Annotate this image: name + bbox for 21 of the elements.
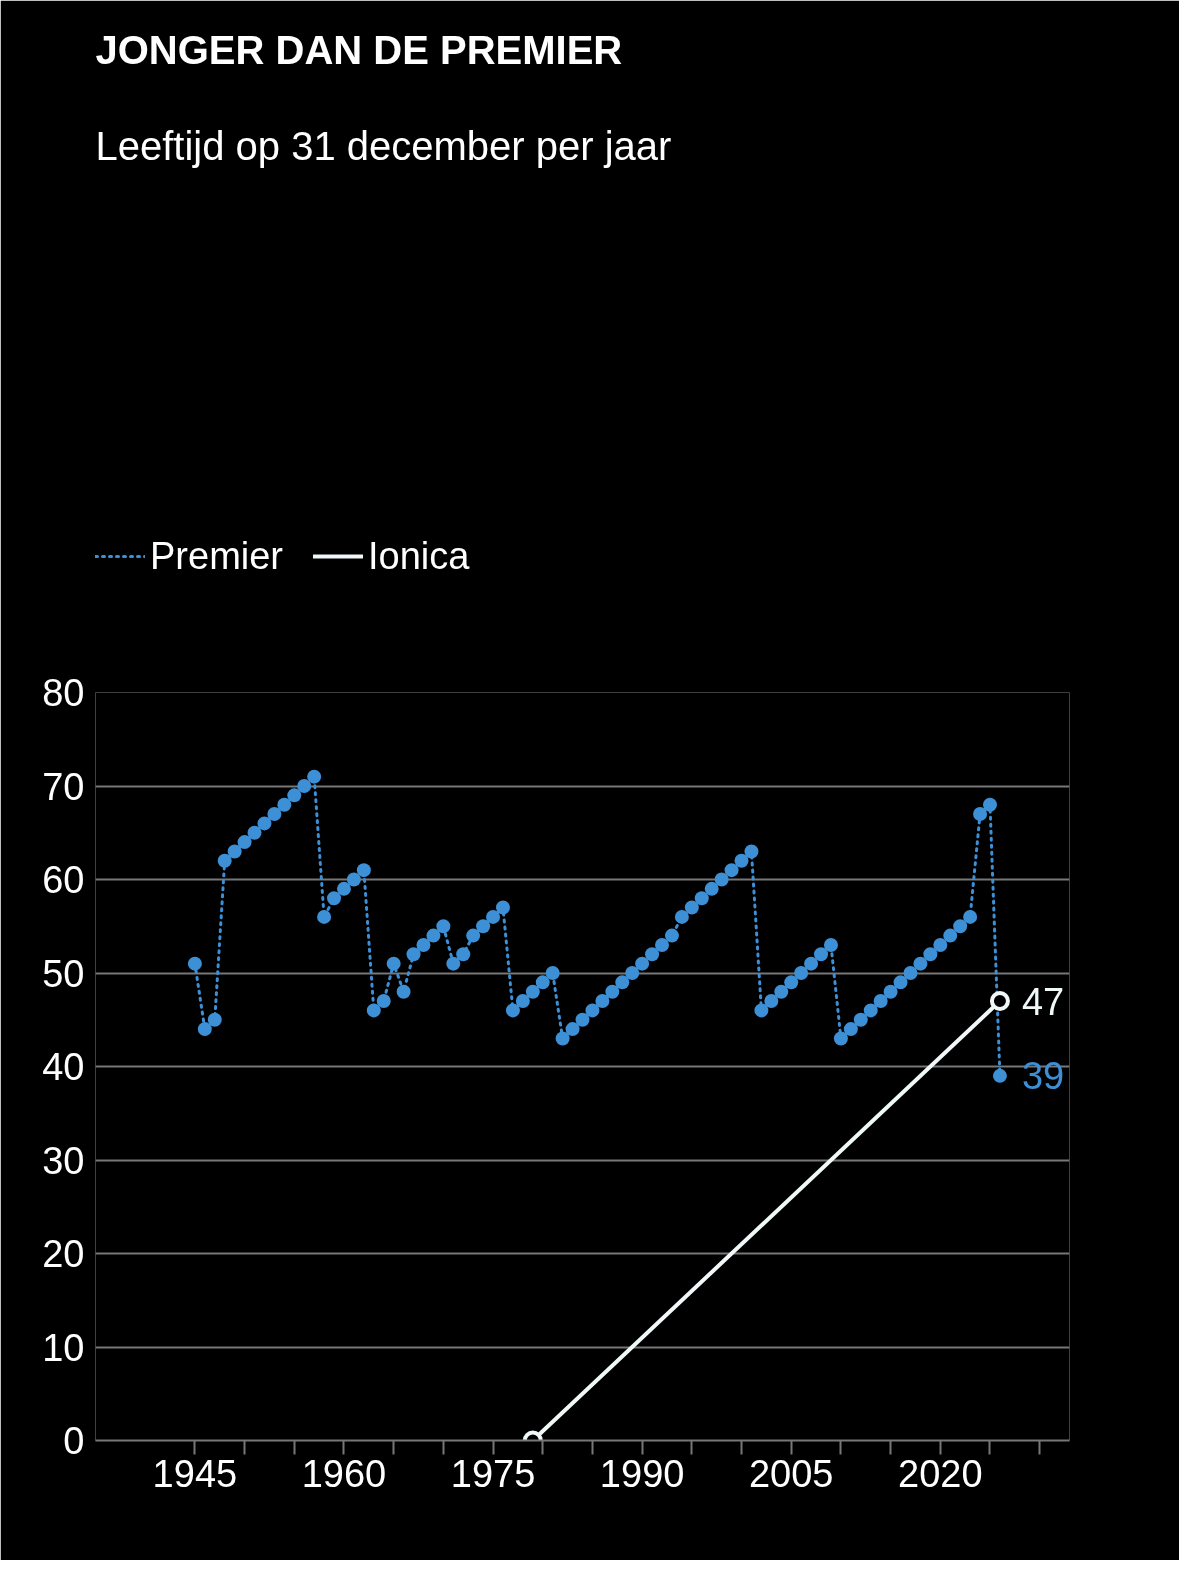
x-tick-label: 1960 — [301, 1452, 387, 1495]
y-tick-label: 40 — [42, 1046, 85, 1088]
y-tick-label: 50 — [42, 952, 85, 995]
chart-title: JONGER DAN DE PREMIER — [95, 27, 623, 72]
chart-subtitle: Leeftijd op 31 december per jaar — [95, 123, 672, 168]
legend-label: Ionica — [368, 534, 470, 578]
x-tick-label: 1975 — [450, 1452, 536, 1495]
y-tick-label: 20 — [42, 1233, 85, 1275]
x-tick-label: 1945 — [152, 1452, 238, 1495]
data-label: 39 — [1021, 1055, 1065, 1098]
y-tick-label: 60 — [42, 859, 85, 901]
y-tick-label: 0 — [63, 1420, 85, 1462]
y-tick-label: 80 — [42, 672, 85, 714]
data-label: 47 — [1021, 980, 1065, 1023]
y-tick-label: 70 — [42, 765, 85, 808]
x-tick-label: 2020 — [898, 1452, 983, 1495]
y-tick-label: 30 — [42, 1139, 85, 1182]
legend-label: Premier — [150, 534, 284, 578]
x-tick-label: 2005 — [748, 1452, 834, 1495]
y-tick-label: 10 — [42, 1326, 85, 1369]
x-tick-label: 1990 — [599, 1452, 685, 1495]
